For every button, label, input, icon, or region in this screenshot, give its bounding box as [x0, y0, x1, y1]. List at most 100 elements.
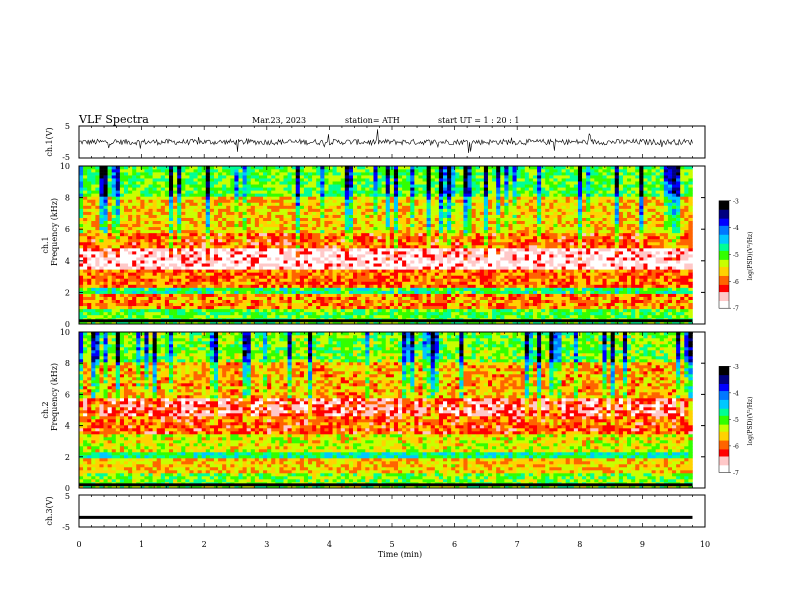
spectrogram-cell — [136, 175, 141, 179]
spectrogram-cell — [152, 172, 158, 176]
spectrogram-cell — [140, 238, 145, 243]
spectrogram-cell — [291, 184, 297, 188]
spectrogram-cell — [111, 241, 117, 246]
spectrogram-cell — [181, 311, 186, 316]
spectrogram-cell — [353, 290, 358, 294]
spectrogram-cell — [156, 208, 162, 212]
spectrogram-cell — [385, 229, 391, 234]
spectrogram-cell — [414, 175, 419, 179]
spectrogram-cell — [451, 235, 456, 240]
spectrogram-cell — [373, 284, 378, 288]
spectrogram-cell — [201, 302, 207, 307]
spectrogram-cell — [177, 211, 182, 215]
spectrogram-cell — [381, 290, 387, 294]
spectrogram-cell — [222, 308, 227, 313]
spectrogram-cell — [83, 202, 88, 206]
spectrogram-cell — [385, 196, 391, 200]
spectrogram-cell — [422, 178, 427, 182]
spectrogram-cell — [238, 169, 243, 173]
spectrogram-cell — [222, 196, 227, 200]
spectrogram-cell — [173, 311, 178, 316]
spectrogram-cell — [275, 202, 280, 206]
spectrogram-cell — [209, 223, 215, 228]
spectrogram-cell — [389, 181, 395, 185]
spectrogram-cell — [156, 214, 162, 218]
spectrogram-cell — [459, 284, 464, 288]
spectrogram-cell — [189, 257, 194, 261]
spectrogram-cell — [398, 305, 403, 310]
spectrogram-cell — [189, 226, 194, 231]
spectrogram-cell — [324, 269, 329, 273]
spectrogram-cell — [111, 254, 117, 258]
spectrogram-cell — [451, 266, 456, 270]
spectrogram-cell — [263, 266, 268, 270]
spectrogram-cell — [238, 181, 243, 185]
spectrogram-cell — [230, 181, 235, 185]
spectrogram-cell — [234, 287, 239, 291]
spectrogram-cell — [177, 299, 182, 304]
spectrogram-cell — [99, 226, 104, 231]
spectrogram-cell — [283, 187, 288, 191]
spectrogram-cell — [430, 241, 436, 246]
spectrogram-cell — [414, 245, 419, 249]
spectrogram-cell — [193, 257, 198, 261]
spectrogram-cell — [426, 190, 432, 194]
spectrogram-cell — [218, 269, 223, 273]
spectrogram-cell — [291, 193, 297, 197]
spectrogram-cell — [344, 223, 350, 228]
spectrogram-cell — [361, 287, 366, 291]
spectrogram-cell — [193, 278, 198, 282]
spectrogram-cell — [197, 254, 202, 258]
spectrogram-cell — [185, 257, 190, 261]
spectrogram-cell — [79, 208, 84, 212]
spectrogram-cell — [156, 293, 162, 297]
spectrogram-cell — [132, 211, 137, 215]
spectrogram-cell — [271, 181, 276, 185]
spectrogram-cell — [156, 263, 162, 267]
spectrogram-cell — [119, 311, 125, 316]
spectrogram-cell — [168, 226, 174, 231]
spectrogram-cell — [443, 226, 448, 231]
spectrogram-cell — [152, 205, 158, 209]
spectrogram-cell — [83, 251, 88, 255]
spectrogram-cell — [295, 229, 301, 234]
spectrogram-cell — [406, 184, 411, 188]
spectrogram-cell — [79, 166, 84, 170]
spectrogram-cell — [254, 208, 260, 212]
spectrogram-cell — [398, 205, 403, 209]
spectrogram-cell — [348, 311, 354, 316]
spectrogram-cell — [275, 284, 280, 288]
spectrogram-cell — [91, 238, 96, 243]
spectrogram-cell — [254, 184, 260, 188]
spectrogram-cell — [160, 172, 166, 176]
spectrogram-cell — [119, 272, 125, 276]
spectrogram-cell — [320, 217, 325, 221]
spectrogram-cell — [287, 254, 292, 258]
spectrogram-cell — [230, 311, 235, 316]
spectrogram-cell — [156, 229, 162, 234]
spectrogram-cell — [377, 302, 382, 307]
spectrogram-cell — [160, 275, 166, 279]
spectrogram-cell — [107, 238, 113, 243]
spectrogram-cell — [91, 293, 96, 297]
spectrogram-cell — [107, 187, 113, 191]
spectrogram-cell — [152, 187, 158, 191]
spectrogram-cell — [160, 238, 166, 243]
spectrogram-cell — [164, 296, 170, 300]
spectrogram-cell — [365, 169, 370, 173]
spectrogram-cell — [181, 241, 186, 246]
spectrogram-cell — [328, 269, 333, 273]
spectrogram-cell — [136, 178, 141, 182]
spectrogram-cell — [123, 272, 129, 276]
spectrogram-cell — [267, 175, 272, 179]
spectrogram-cell — [385, 175, 391, 179]
spectrogram-cell — [287, 169, 292, 173]
spectrogram-cell — [312, 272, 317, 276]
spectrogram-cell — [213, 269, 219, 273]
spectrogram-cell — [140, 251, 145, 255]
spectrogram-cell — [459, 308, 464, 313]
spectrogram-cell — [377, 241, 382, 246]
spectrogram-cell — [451, 251, 456, 255]
spectrogram-cell — [291, 320, 297, 325]
spectrogram-cell — [414, 305, 419, 310]
